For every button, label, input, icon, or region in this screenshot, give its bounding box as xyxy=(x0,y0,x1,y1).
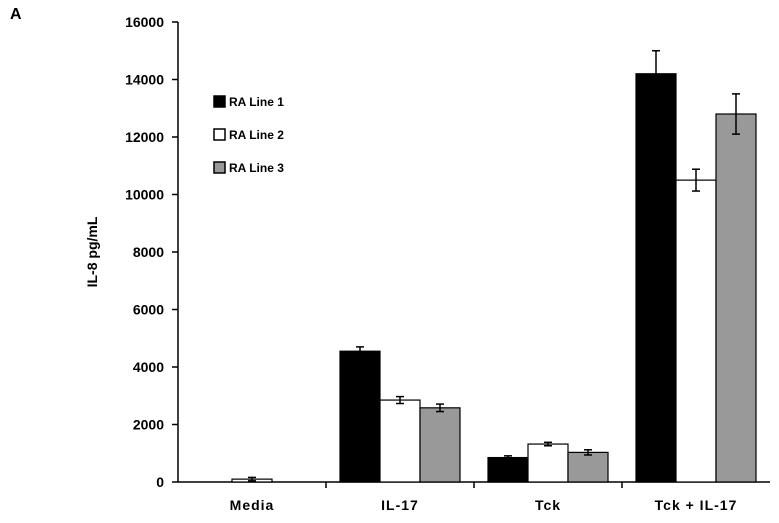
bar xyxy=(567,451,609,483)
bar xyxy=(339,350,381,483)
y-tick-label: 16000 xyxy=(125,14,164,30)
bar xyxy=(527,443,569,483)
y-tick-label: 8000 xyxy=(133,244,164,260)
x-tick-label: Media xyxy=(230,497,275,513)
bar xyxy=(419,407,461,483)
y-tick-label: 4000 xyxy=(133,359,164,375)
axes: 0 2000 4000 6000 8000 10000 12000 14000 16000 IL-… xyxy=(84,14,770,513)
legend-swatch xyxy=(213,161,226,174)
y-tick-label: 12000 xyxy=(125,129,164,145)
bars xyxy=(231,50,757,483)
bar xyxy=(675,179,717,483)
legend: RA Line 1 RA Line 2 RA Line 3 xyxy=(213,95,284,175)
y-tick-label: 0 xyxy=(156,474,164,490)
legend-label: RA Line 2 xyxy=(229,128,284,142)
legend-label: RA Line 1 xyxy=(229,95,284,109)
legend-swatch xyxy=(213,128,226,141)
y-tick-label: 6000 xyxy=(133,302,164,318)
x-tick-label: Tck xyxy=(535,497,561,513)
legend-swatch xyxy=(213,95,226,108)
legend-label: RA Line 3 xyxy=(229,161,284,175)
bar xyxy=(715,113,757,483)
x-tick-label: Tck + IL-17 xyxy=(655,497,738,513)
bar xyxy=(487,456,529,483)
x-tick-label: IL-17 xyxy=(381,497,419,513)
y-tick-label: 2000 xyxy=(133,417,164,433)
bar xyxy=(635,73,677,483)
y-tick-label: 14000 xyxy=(125,72,164,88)
y-axis-title: IL-8 pg/mL xyxy=(84,216,100,287)
bar xyxy=(379,399,421,483)
y-tick-label: 10000 xyxy=(125,187,164,203)
panel-label: A xyxy=(10,6,22,23)
